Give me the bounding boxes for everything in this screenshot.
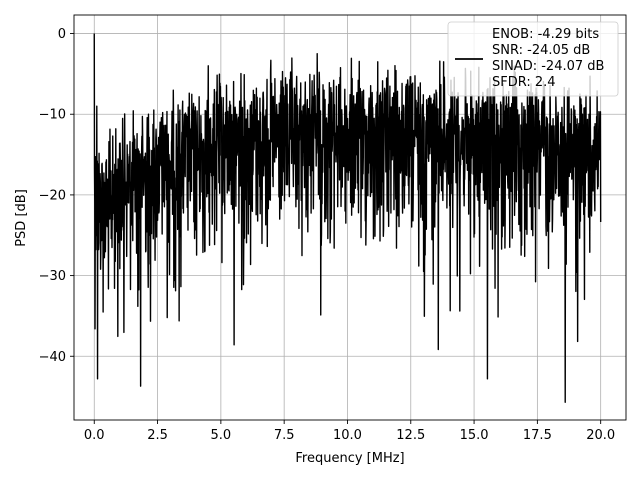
x-tick-label: 12.5 [396,428,425,443]
x-ticks: 0.0 2.5 5.0 7.5 10.0 12.5 15.0 17.5 20.0 [84,420,615,443]
x-tick-label: 20.0 [586,428,615,443]
x-axis-label: Frequency [MHz] [295,451,404,466]
y-tick-label: −30 [39,269,66,284]
x-tick-label: 5.0 [211,428,232,443]
legend-box [447,21,619,97]
legend: ENOB: -4.29 bits SNR: -24.05 dB SINAD: -… [447,21,619,97]
y-tick-label: 0 [58,27,66,42]
plot-frame [73,14,627,421]
x-tick-label: 2.5 [147,428,168,443]
psd-series-line [93,33,602,403]
x-tick-label: 10.0 [333,428,362,443]
legend-entry-sinad: SINAD: -24.07 dB [492,59,604,74]
legend-entry-sfdr: SFDR: 2.4 [492,75,556,90]
y-tick-label: −40 [39,350,66,365]
legend-entry-enob: ENOB: -4.29 bits [492,27,599,42]
y-axis-label: PSD [dB] [14,189,29,247]
x-tick-label: 15.0 [460,428,489,443]
legend-entry-snr: SNR: -24.05 dB [492,43,590,58]
x-tick-label: 7.5 [274,428,295,443]
y-tick-label: −10 [39,108,66,123]
series-group [93,33,602,403]
x-tick-label: 17.5 [523,428,552,443]
x-tick-label: 0.0 [84,428,105,443]
y-tick-label: −20 [39,188,66,203]
y-ticks: 0 −10 −20 −30 −40 [39,27,74,365]
